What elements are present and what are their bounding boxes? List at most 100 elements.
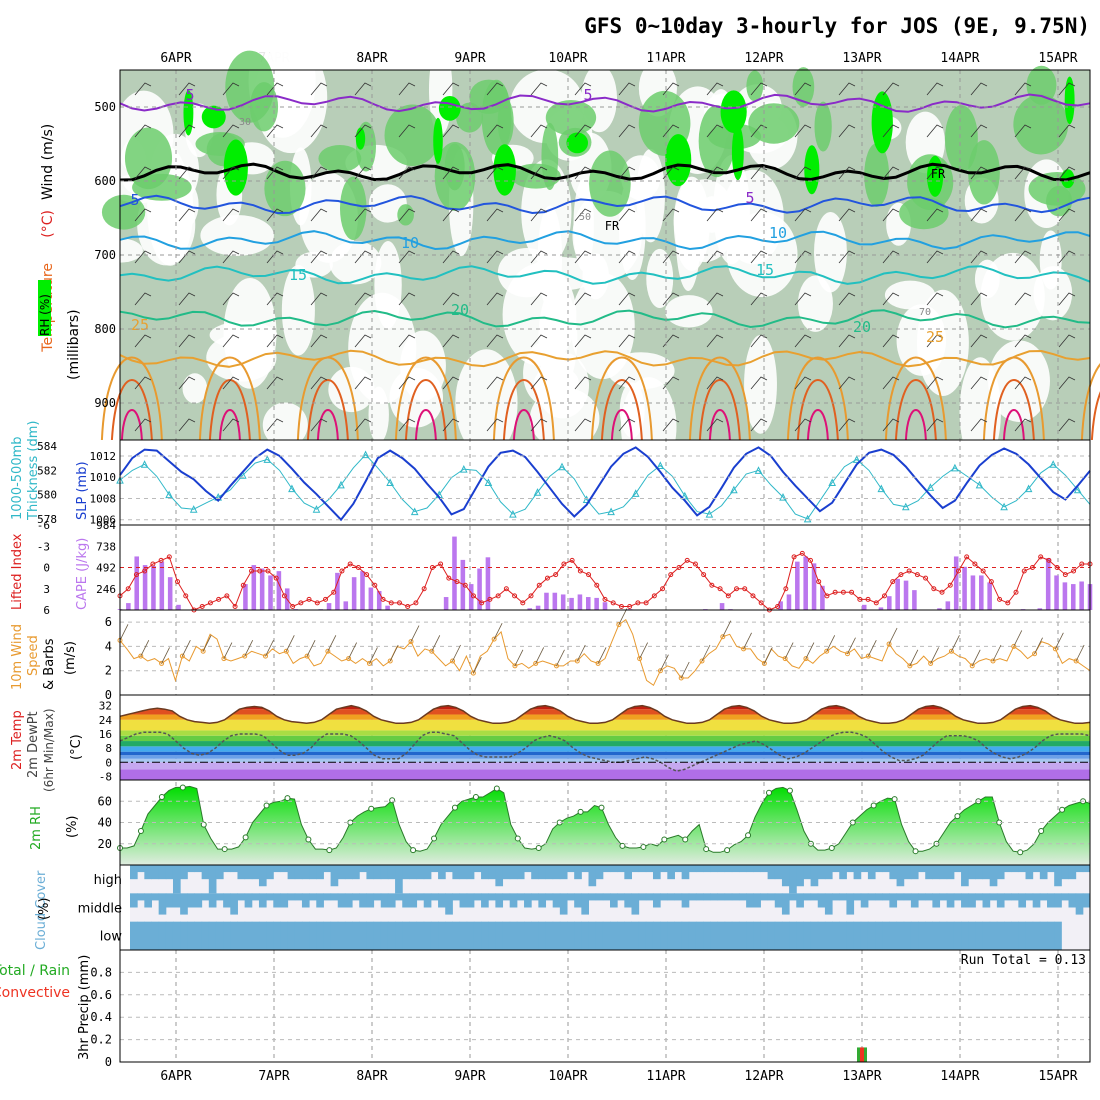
cloud-cell-middle <box>1011 893 1019 901</box>
rh-point <box>326 847 333 854</box>
precip-convective-bar <box>860 1047 864 1062</box>
wind-barb <box>354 208 372 222</box>
temp-color-band <box>120 719 1090 731</box>
cape-label: CAPE (J/kg) <box>75 538 90 610</box>
cloud-cell-low <box>832 921 840 950</box>
li-point <box>725 593 731 599</box>
wind-barb <box>222 124 240 138</box>
wind-barb <box>119 624 129 641</box>
date-label-bottom: 8APR <box>356 1069 387 1084</box>
wind-barb <box>970 250 988 264</box>
cloud-cell-middle <box>1047 893 1055 908</box>
cloud-cell-low <box>552 921 561 950</box>
wind-barb <box>431 635 441 652</box>
rh-axis-label: RH (%) <box>38 294 52 336</box>
wind-barb <box>134 166 152 180</box>
wind-speed-point <box>512 663 518 669</box>
cloud-cell-low <box>137 921 145 950</box>
wind-barb <box>574 418 592 432</box>
cloud-cell-low <box>423 921 432 950</box>
wind-speed-point <box>470 670 476 676</box>
rh-saturated-region <box>201 105 226 129</box>
cloud-cell-middle <box>524 893 532 908</box>
contour-label: FR <box>605 219 620 233</box>
cloud-cell-middle <box>567 893 575 901</box>
wind-barb <box>535 647 545 664</box>
wind-speed-line <box>119 618 1091 687</box>
cape-bar <box>151 565 156 610</box>
temp-label-3: (6hr Min/Max) <box>42 709 56 793</box>
rh-dry-region <box>665 295 713 328</box>
wind-barb <box>222 418 240 432</box>
wind-barb <box>618 292 636 306</box>
wind-barb <box>1014 166 1032 180</box>
wind-barb <box>926 418 944 432</box>
wind-barb <box>1014 334 1032 348</box>
li-point <box>692 561 698 567</box>
cloud-cell-high <box>495 865 504 887</box>
cloud-cell-low <box>309 921 317 950</box>
cloud-cell-middle <box>617 893 625 901</box>
cloud-cell-low <box>889 921 898 950</box>
cloud-level-label: high <box>94 873 122 888</box>
cloud-cell-high <box>853 865 862 880</box>
cloud-cell-middle <box>703 893 711 901</box>
cloud-cell-high <box>753 865 761 873</box>
li-point <box>627 603 633 609</box>
wind-barb <box>266 250 284 264</box>
wind-barb <box>574 208 592 222</box>
rh-dry-region <box>570 272 635 380</box>
li-point <box>520 600 526 606</box>
cloud-cell-middle <box>137 893 145 901</box>
rh-point <box>724 847 731 854</box>
temp-line <box>119 704 1091 725</box>
cloud-cell-high <box>502 865 511 880</box>
li-point <box>1005 600 1011 606</box>
wind-speed-point <box>366 660 372 666</box>
cloud-cell-low <box>130 921 138 950</box>
cape-bar <box>251 565 257 610</box>
cloud-cell-middle <box>258 893 267 908</box>
wind-barb <box>266 418 284 432</box>
rh-point <box>954 813 961 820</box>
li-point <box>577 568 583 574</box>
cloud-cell-low <box>667 921 675 950</box>
thickness-point <box>1024 484 1033 493</box>
wind-barb <box>398 166 416 180</box>
wind-barb <box>838 82 856 96</box>
temperature-contour-2 <box>119 194 1091 215</box>
thickness-point <box>705 509 714 518</box>
wind-barb <box>662 292 680 306</box>
thickness-point <box>533 488 542 496</box>
cloud-cell-middle <box>538 893 547 908</box>
wind-barb <box>222 208 240 222</box>
cloud-cell-middle <box>387 893 396 908</box>
cape-bar <box>176 604 181 610</box>
wind-barb <box>970 334 988 348</box>
wind-barb <box>750 250 768 264</box>
cloud-cell-low <box>595 921 604 950</box>
cape-bar <box>1070 584 1076 610</box>
wind-barb <box>926 250 944 264</box>
cloud-cell-low <box>624 921 632 950</box>
cloud-cell-middle <box>201 893 210 901</box>
wind-barb <box>486 124 504 138</box>
li-point <box>881 593 887 599</box>
cloud-cell-low <box>509 921 518 950</box>
cloud-cell-middle <box>237 893 246 901</box>
rh-point <box>577 808 584 815</box>
cloud-cell-middle <box>172 893 181 908</box>
thickness-point <box>509 509 517 518</box>
date-label-bottom: 9APR <box>454 1069 485 1084</box>
li-point <box>890 579 896 585</box>
wind-tick-label: 4 <box>105 639 112 653</box>
cloud-cell-middle <box>961 893 969 908</box>
li-point <box>216 596 222 602</box>
wind-tick-label: 6 <box>105 615 112 629</box>
li-point <box>175 579 181 585</box>
wind-barb <box>1014 124 1032 138</box>
wind-barb <box>134 82 152 96</box>
cloud-cell-middle <box>273 893 281 908</box>
cloud-cell-middle <box>130 893 138 908</box>
li-point <box>791 554 797 560</box>
